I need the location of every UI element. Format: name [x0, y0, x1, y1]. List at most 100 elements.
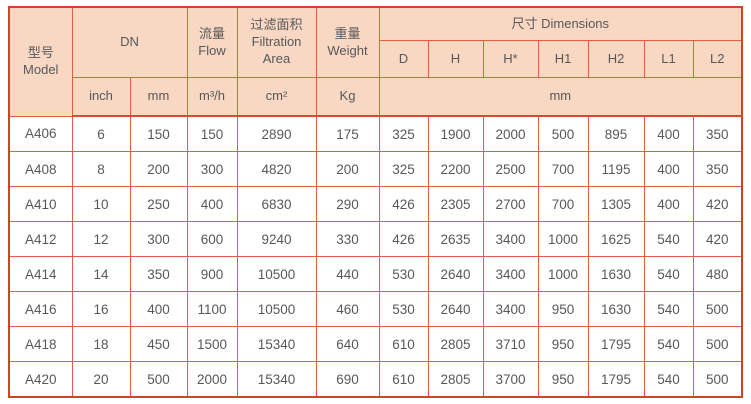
cell-flow: 1500 — [186, 326, 238, 362]
cell-h1: 950 — [537, 326, 589, 362]
header-dn: DN — [71, 6, 188, 78]
cell-hstar: 3400 — [482, 221, 539, 257]
cell-h: 2305 — [427, 186, 484, 222]
header-dim-l1: L1 — [643, 40, 694, 78]
cell-flow: 1100 — [186, 291, 238, 327]
cell-area: 15340 — [236, 361, 317, 398]
header-filtration-area: 过滤面积 Filtration Area — [236, 6, 317, 78]
cell-d: 426 — [378, 221, 429, 257]
header-dim-h: H — [427, 40, 484, 78]
cell-area: 4820 — [236, 151, 317, 187]
cell-inch: 14 — [71, 256, 131, 292]
cell-l1: 540 — [643, 221, 694, 257]
cell-weight: 440 — [315, 256, 380, 292]
header-filtration-zh: 过滤面积 — [250, 17, 303, 33]
cell-mm: 250 — [129, 186, 188, 222]
table-row: A418 18 450 1500 15340 640 610 2805 3710… — [8, 326, 743, 362]
cell-flow: 2000 — [186, 361, 238, 398]
table-row: A420 20 500 2000 15340 690 610 2805 3700… — [8, 361, 743, 398]
cell-h: 2805 — [427, 361, 484, 398]
cell-hstar: 3710 — [482, 326, 539, 362]
cell-weight: 640 — [315, 326, 380, 362]
cell-weight: 175 — [315, 115, 380, 152]
cell-l1: 400 — [643, 115, 694, 152]
cell-h1: 1000 — [537, 256, 589, 292]
cell-hstar: 2700 — [482, 186, 539, 222]
cell-mm: 450 — [129, 326, 188, 362]
header-weight-en: Weight — [327, 42, 368, 58]
header-dim-l2: L2 — [692, 40, 743, 78]
cell-model: A414 — [8, 256, 73, 292]
header-weight: 重量 Weight — [315, 6, 380, 78]
cell-flow: 400 — [186, 186, 238, 222]
header-filtration-en2: Area — [262, 50, 291, 66]
cell-h1: 500 — [537, 115, 589, 152]
cell-h: 1900 — [427, 115, 484, 152]
cell-h1: 950 — [537, 361, 589, 398]
cell-l2: 420 — [692, 186, 743, 222]
cell-inch: 6 — [71, 115, 131, 152]
cell-hstar: 2000 — [482, 115, 539, 152]
cell-h2: 1795 — [587, 361, 645, 398]
spec-table: 型号 Model DN 流量 Flow 过滤面积 Filtration Area… — [8, 6, 744, 398]
cell-hstar: 2500 — [482, 151, 539, 187]
cell-l1: 540 — [643, 361, 694, 398]
cell-area: 10500 — [236, 291, 317, 327]
table-body: A406 6 150 150 2890 175 325 1900 2000 50… — [8, 115, 743, 398]
cell-model: A408 — [8, 151, 73, 187]
table-row: A414 14 350 900 10500 440 530 2640 3400 … — [8, 256, 743, 292]
cell-h: 2635 — [427, 221, 484, 257]
cell-flow: 900 — [186, 256, 238, 292]
cell-area: 10500 — [236, 256, 317, 292]
header-model-zh: 型号 — [27, 44, 54, 60]
cell-weight: 290 — [315, 186, 380, 222]
cell-d: 325 — [378, 151, 429, 187]
cell-mm: 200 — [129, 151, 188, 187]
table-row: A412 12 300 600 9240 330 426 2635 3400 1… — [8, 221, 743, 257]
cell-l2: 500 — [692, 291, 743, 327]
header-dim-hstar: H* — [482, 40, 539, 78]
cell-l1: 540 — [643, 326, 694, 362]
cell-mm: 400 — [129, 291, 188, 327]
cell-inch: 16 — [71, 291, 131, 327]
cell-weight: 460 — [315, 291, 380, 327]
cell-weight: 200 — [315, 151, 380, 187]
unit-inch: inch — [71, 77, 131, 117]
header-flow-en: Flow — [198, 42, 226, 58]
cell-l1: 540 — [643, 256, 694, 292]
header-model-en: Model — [23, 61, 59, 77]
cell-l2: 500 — [692, 326, 743, 362]
cell-inch: 10 — [71, 186, 131, 222]
cell-flow: 300 — [186, 151, 238, 187]
cell-model: A412 — [8, 221, 73, 257]
cell-d: 426 — [378, 186, 429, 222]
cell-h2: 1630 — [587, 256, 645, 292]
unit-weight: Kg — [315, 77, 380, 117]
cell-inch: 8 — [71, 151, 131, 187]
cell-d: 610 — [378, 361, 429, 398]
cell-model: A420 — [8, 361, 73, 398]
header-dimensions: 尺寸 Dimensions — [378, 6, 743, 41]
cell-h1: 700 — [537, 186, 589, 222]
cell-h1: 1000 — [537, 221, 589, 257]
table-row: A416 16 400 1100 10500 460 530 2640 3400… — [8, 291, 743, 327]
cell-model: A406 — [8, 115, 73, 152]
cell-d: 325 — [378, 115, 429, 152]
cell-l2: 350 — [692, 115, 743, 152]
cell-l2: 480 — [692, 256, 743, 292]
cell-flow: 600 — [186, 221, 238, 257]
cell-h1: 950 — [537, 291, 589, 327]
cell-model: A416 — [8, 291, 73, 327]
cell-area: 15340 — [236, 326, 317, 362]
cell-inch: 18 — [71, 326, 131, 362]
header-flow: 流量 Flow — [186, 6, 238, 78]
header-model: 型号 Model — [8, 6, 73, 117]
cell-mm: 150 — [129, 115, 188, 152]
cell-weight: 330 — [315, 221, 380, 257]
cell-l2: 350 — [692, 151, 743, 187]
cell-d: 610 — [378, 326, 429, 362]
header-dim-h1: H1 — [537, 40, 589, 78]
cell-h: 2640 — [427, 256, 484, 292]
cell-model: A410 — [8, 186, 73, 222]
